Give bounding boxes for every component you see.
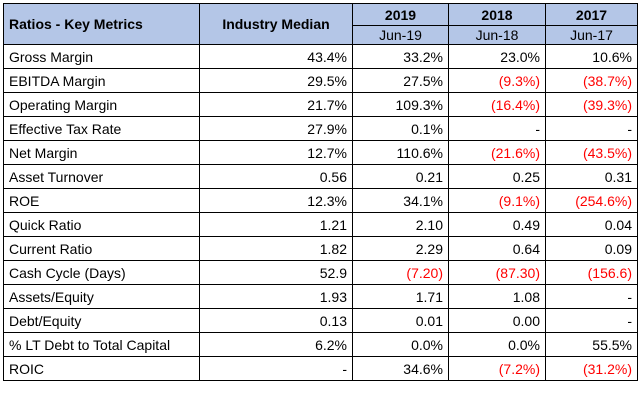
value-2019-cell: 109.3% <box>352 92 449 117</box>
value-2017-cell: 0.31 <box>545 164 638 189</box>
period-jun17-header: Jun-17 <box>545 25 638 45</box>
value-2019-cell: 1.71 <box>352 284 449 309</box>
value-2017-cell: - <box>545 284 638 309</box>
metric-label-cell: Asset Turnover <box>3 164 200 189</box>
value-2018-cell: 1.08 <box>448 284 546 309</box>
year-2017-header: 2017 <box>545 3 638 26</box>
industry-median-cell: 12.7% <box>199 140 353 165</box>
metric-label-cell: Debt/Equity <box>3 308 200 333</box>
header-row-periods: Jun-19 Jun-18 Jun-17 <box>4 25 638 45</box>
metric-label-cell: Operating Margin <box>3 92 200 117</box>
value-2017-cell: (31.2%) <box>545 356 638 381</box>
table-header: Ratios - Key Metrics Industry Median 201… <box>3 3 638 45</box>
metric-label-cell: Effective Tax Rate <box>3 116 200 141</box>
metric-label-cell: Gross Margin <box>3 44 200 69</box>
industry-median-cell: 52.9 <box>199 260 353 285</box>
year-2018-header: 2018 <box>448 3 546 26</box>
metric-label-cell: EBITDA Margin <box>3 68 200 93</box>
table-row: Asset Turnover 0.56 0.21 0.25 0.31 <box>3 164 638 189</box>
value-2017-cell: 0.04 <box>545 212 638 237</box>
value-2018-cell: 0.49 <box>448 212 546 237</box>
metric-label-cell: Assets/Equity <box>3 284 200 309</box>
value-2019-cell: 34.6% <box>352 356 449 381</box>
value-2018-cell: 0.64 <box>448 236 546 261</box>
metric-column-header: Ratios - Key Metrics <box>3 3 200 45</box>
metric-label-cell: Cash Cycle (Days) <box>3 260 200 285</box>
industry-median-cell: 0.56 <box>199 164 353 189</box>
table-row: Quick Ratio 1.21 2.10 0.49 0.04 <box>3 212 638 237</box>
value-2018-cell: - <box>448 116 546 141</box>
value-2017-cell: 0.09 <box>545 236 638 261</box>
value-2019-cell: (7.20) <box>352 260 449 285</box>
value-2019-cell: 2.29 <box>352 236 449 261</box>
table-row: Effective Tax Rate 27.9% 0.1% - - <box>3 116 638 141</box>
value-2017-cell: (39.3%) <box>545 92 638 117</box>
value-2019-cell: 110.6% <box>352 140 449 165</box>
value-2017-cell: 55.5% <box>545 332 638 357</box>
table-row: Net Margin 12.7% 110.6% (21.6%) (43.5%) <box>3 140 638 165</box>
table-row: Assets/Equity 1.93 1.71 1.08- <box>3 284 638 309</box>
key-metrics-table: Ratios - Key Metrics Industry Median 201… <box>3 3 638 381</box>
metric-label-cell: Current Ratio <box>3 236 200 261</box>
table-row: Current Ratio 1.82 2.29 0.64 0.09 <box>3 236 638 261</box>
table-row: EBITDA Margin 29.5% 27.5% (9.3%) (38.7%) <box>3 68 638 93</box>
industry-median-cell: 1.82 <box>199 236 353 261</box>
table-row: ROIC -34.6% (7.2%) (31.2%) <box>3 356 638 381</box>
value-2019-cell: 34.1% <box>352 188 449 213</box>
industry-median-cell: 21.7% <box>199 92 353 117</box>
value-2017-cell: - <box>545 116 638 141</box>
metric-label-cell: % LT Debt to Total Capital <box>3 332 200 357</box>
value-2018-cell: 0.00 <box>448 308 546 333</box>
year-2019-header: 2019 <box>352 3 449 26</box>
value-2017-cell: - <box>545 308 638 333</box>
industry-median-cell: 6.2% <box>199 332 353 357</box>
metric-label-cell: ROE <box>3 188 200 213</box>
value-2019-cell: 0.1% <box>352 116 449 141</box>
value-2018-cell: (9.3%) <box>448 68 546 93</box>
table-row: Gross Margin 43.4% 33.2% 23.0% 10.6% <box>3 44 638 69</box>
metric-label-cell: ROIC <box>3 356 200 381</box>
value-2018-cell: (87.30) <box>448 260 546 285</box>
value-2018-cell: (21.6%) <box>448 140 546 165</box>
period-jun18-header: Jun-18 <box>448 25 546 45</box>
table-row: ROE 12.3% 34.1% (9.1%) (254.6%) <box>3 188 638 213</box>
header-row-years: Ratios - Key Metrics Industry Median 201… <box>3 3 638 45</box>
value-2019-cell: 0.0% <box>352 332 449 357</box>
value-2017-cell: (254.6%) <box>545 188 638 213</box>
value-2017-cell: (38.7%) <box>545 68 638 93</box>
table-row: Operating Margin 21.7% 109.3% (16.4%) (39.3%… <box>3 92 638 117</box>
industry-median-cell: 12.3% <box>199 188 353 213</box>
value-2017-cell: 10.6% <box>545 44 638 69</box>
table-row: Debt/Equity 0.13 0.01 0.00- <box>3 308 638 333</box>
metric-label-cell: Quick Ratio <box>3 212 200 237</box>
period-jun19-header: Jun-19 <box>352 25 449 45</box>
industry-median-cell: 27.9% <box>199 116 353 141</box>
industry-median-cell: 1.21 <box>199 212 353 237</box>
industry-median-cell: 29.5% <box>199 68 353 93</box>
value-2019-cell: 27.5% <box>352 68 449 93</box>
value-2018-cell: 23.0% <box>448 44 546 69</box>
value-2018-cell: 0.0% <box>448 332 546 357</box>
industry-median-cell: 43.4% <box>199 44 353 69</box>
value-2018-cell: 0.25 <box>448 164 546 189</box>
value-2019-cell: 2.10 <box>352 212 449 237</box>
industry-median-header: Industry Median <box>199 3 353 45</box>
table-row: % LT Debt to Total Capital 6.2% 0.0% 0.0% 55… <box>3 332 638 357</box>
industry-median-cell: - <box>199 356 353 381</box>
value-2019-cell: 0.01 <box>352 308 449 333</box>
table-row: Cash Cycle (Days) 52.9 (7.20) (87.30) (156.6… <box>3 260 638 285</box>
industry-median-cell: 0.13 <box>199 308 353 333</box>
table-body: Gross Margin 43.4% 33.2% 23.0% 10.6% EBITDA M… <box>3 44 638 381</box>
value-2018-cell: (16.4%) <box>448 92 546 117</box>
metric-label-cell: Net Margin <box>3 140 200 165</box>
value-2018-cell: (9.1%) <box>448 188 546 213</box>
value-2019-cell: 33.2% <box>352 44 449 69</box>
value-2018-cell: (7.2%) <box>448 356 546 381</box>
value-2019-cell: 0.21 <box>352 164 449 189</box>
value-2017-cell: (156.6) <box>545 260 638 285</box>
value-2017-cell: (43.5%) <box>545 140 638 165</box>
industry-median-cell: 1.93 <box>199 284 353 309</box>
